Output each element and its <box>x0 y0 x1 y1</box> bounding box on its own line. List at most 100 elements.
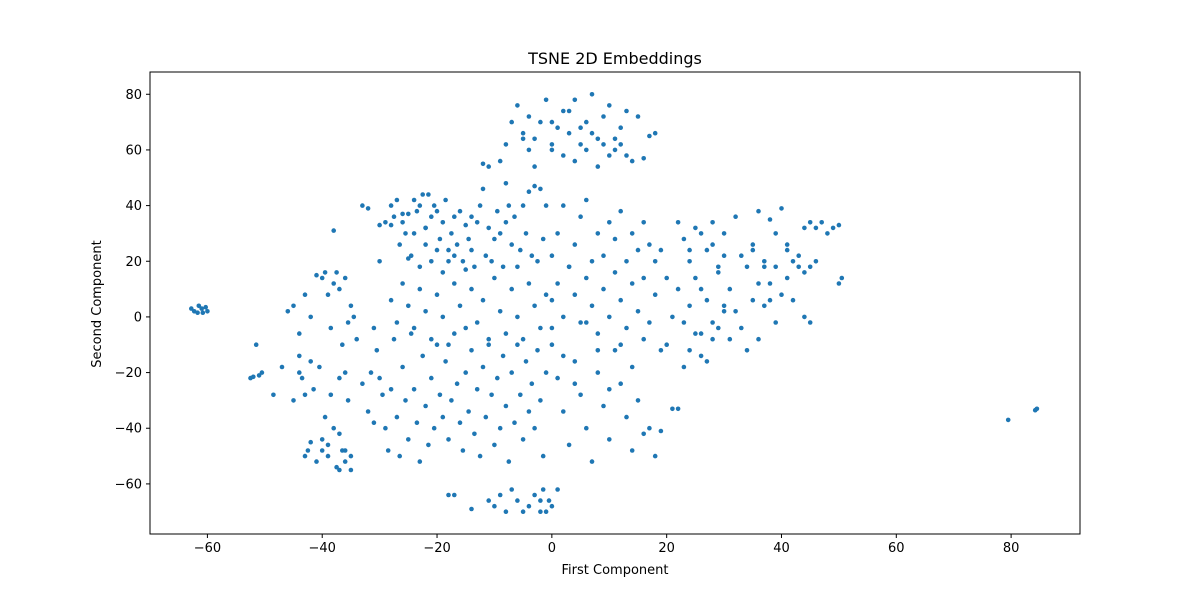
data-point <box>546 498 552 503</box>
data-point <box>417 286 423 292</box>
data-point <box>503 181 509 186</box>
data-point <box>523 231 529 236</box>
data-point <box>790 297 796 303</box>
data-point <box>503 403 509 409</box>
data-point <box>509 370 514 375</box>
data-point <box>388 387 394 392</box>
data-point <box>383 425 388 431</box>
data-point <box>744 348 750 353</box>
data-point <box>374 348 380 353</box>
data-point <box>802 314 807 320</box>
y-axis-label: Second Component <box>90 240 105 367</box>
data-point <box>687 303 692 309</box>
data-point <box>291 398 296 403</box>
data-point <box>629 448 635 453</box>
data-point <box>391 214 397 219</box>
data-point <box>572 97 578 103</box>
data-point <box>607 220 612 225</box>
data-point <box>618 125 623 130</box>
data-point <box>681 364 687 370</box>
data-point <box>477 203 483 208</box>
data-point <box>658 247 664 253</box>
data-point <box>716 264 721 270</box>
data-point <box>584 320 589 325</box>
data-point <box>371 325 377 331</box>
data-point <box>331 425 337 431</box>
data-point <box>325 442 331 448</box>
data-point <box>540 453 546 459</box>
data-point <box>394 320 400 325</box>
data-point <box>555 125 560 130</box>
data-point <box>739 325 744 331</box>
data-point <box>259 370 265 375</box>
data-point <box>629 281 635 286</box>
data-point <box>495 208 500 214</box>
data-point <box>555 231 560 236</box>
data-point <box>351 314 357 320</box>
data-point <box>733 309 738 314</box>
data-point <box>549 297 555 303</box>
data-point <box>612 270 618 275</box>
data-point <box>443 359 448 364</box>
data-point <box>839 275 845 281</box>
data-point <box>618 208 623 214</box>
data-point <box>411 197 417 203</box>
data-point <box>446 437 451 442</box>
y-tick-label: −40 <box>115 422 142 437</box>
data-point <box>572 359 578 364</box>
data-point <box>526 409 532 414</box>
data-point <box>526 281 532 286</box>
data-point <box>342 275 348 281</box>
data-point <box>406 256 411 261</box>
data-point <box>452 492 457 498</box>
x-axis: −60 −40 −20 0 20 40 60 80 <box>194 534 1019 556</box>
data-point <box>308 439 314 445</box>
data-point <box>437 236 443 242</box>
data-point <box>302 292 308 298</box>
data-point <box>297 370 302 375</box>
data-point <box>486 342 492 348</box>
data-point <box>624 259 629 264</box>
data-point <box>423 225 428 231</box>
data-point <box>767 217 773 222</box>
data-point <box>503 220 509 225</box>
data-point <box>205 309 210 314</box>
data-point <box>830 225 836 231</box>
data-point <box>681 320 687 325</box>
data-point <box>675 220 681 225</box>
data-point <box>322 414 328 420</box>
data-point <box>449 398 454 403</box>
data-point <box>675 406 681 412</box>
data-point <box>687 259 692 264</box>
data-point <box>474 320 480 325</box>
data-point <box>607 437 612 442</box>
y-tick-label: 60 <box>125 143 142 158</box>
data-point <box>440 220 446 225</box>
data-point <box>466 236 471 242</box>
data-point <box>319 275 325 281</box>
data-point <box>414 420 420 426</box>
data-point <box>756 208 761 214</box>
data-point <box>515 498 520 503</box>
data-point <box>512 214 517 219</box>
data-point <box>589 259 595 264</box>
data-point <box>345 320 351 325</box>
data-point <box>371 420 377 426</box>
data-point <box>532 492 537 498</box>
data-point <box>279 364 285 370</box>
data-point <box>825 231 830 236</box>
data-point <box>520 203 526 208</box>
data-point <box>549 147 555 153</box>
data-point <box>486 225 492 231</box>
data-point <box>716 325 721 331</box>
data-point <box>535 259 540 264</box>
data-point <box>388 222 394 228</box>
data-point <box>652 453 658 459</box>
data-point <box>388 297 394 303</box>
data-point <box>543 370 549 375</box>
data-point <box>612 236 618 242</box>
data-point <box>543 97 549 103</box>
data-point <box>328 325 334 331</box>
data-point <box>549 342 555 348</box>
